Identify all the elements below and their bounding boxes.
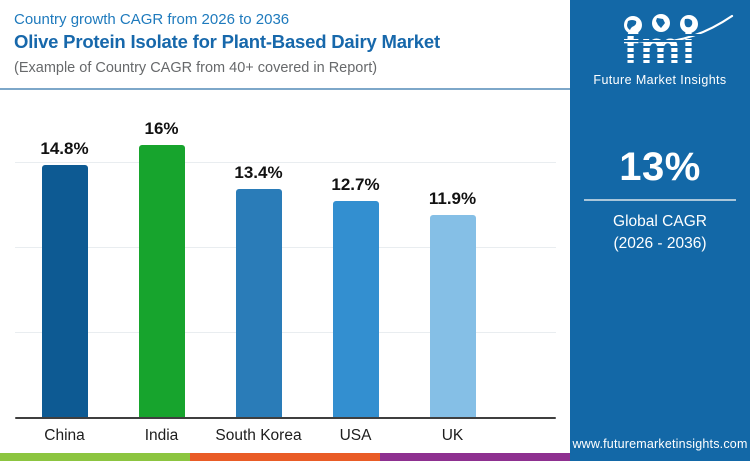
- bar-group-uk: 11.9%: [404, 119, 501, 417]
- bar-chart: 14.8% 16% 13.4% 12.7% 11.9% China India South …: [0, 90, 570, 451]
- bar-india: [138, 145, 185, 417]
- fmi-logo: fmi Future Market Insights: [580, 8, 740, 87]
- x-tick-label-usa: USA: [339, 427, 372, 444]
- bar-uk: [429, 214, 476, 417]
- strip-segment-2: [190, 453, 380, 461]
- website-url[interactable]: www.futuremarketinsights.com: [572, 437, 748, 451]
- bar-value-label: 12.7%: [331, 175, 380, 195]
- bar-value-label: 14.8%: [40, 139, 89, 159]
- x-axis-line: [15, 417, 556, 419]
- brand-sidebar: fmi Future Market Insights 13% Global CA…: [570, 0, 750, 461]
- stat-label-line1: Global CAGR: [613, 213, 707, 230]
- global-cagr-stat: 13% Global CAGR (2026 - 2036): [584, 145, 736, 254]
- page-title: Olive Protein Isolate for Plant-Based Da…: [14, 31, 440, 52]
- globe-asia-icon: [652, 14, 670, 32]
- bar-group-china: 14.8%: [16, 119, 113, 417]
- globe-africa-icon: [680, 15, 698, 33]
- bar-group-south-korea: 13.4%: [210, 119, 307, 417]
- fmi-wordmark: fmi: [617, 25, 703, 70]
- x-axis-labels: China India South Korea USA UK: [16, 427, 501, 445]
- chart-kicker: Country growth CAGR from 2026 to 2036: [14, 11, 290, 28]
- stat-label-line2: (2026 - 2036): [613, 234, 707, 252]
- stat-value: 13%: [619, 145, 701, 189]
- gridline-15: [15, 162, 556, 163]
- chart-subtitle: (Example of Country CAGR from 40+ covere…: [14, 60, 378, 76]
- fmi-caption: Future Market Insights: [593, 73, 727, 87]
- bar-china: [41, 165, 88, 417]
- bar-group-india: 16%: [113, 119, 210, 417]
- bar-series: 14.8% 16% 13.4% 12.7% 11.9%: [16, 119, 501, 417]
- x-tick-label-india: India: [144, 427, 179, 444]
- gridline-10: [15, 247, 556, 248]
- footer-color-strip: [0, 453, 570, 461]
- x-tick-label-uk: UK: [441, 427, 464, 444]
- bar-value-label: 13.4%: [234, 163, 283, 183]
- bar-south-korea: [235, 189, 282, 417]
- chart-panel: Country growth CAGR from 2026 to 2036 Ol…: [0, 0, 570, 461]
- bar-usa: [332, 201, 379, 417]
- x-tick-label-china: China: [44, 427, 85, 444]
- wordmark-stripes: [617, 30, 703, 70]
- chart-header: Country growth CAGR from 2026 to 2036 Ol…: [0, 0, 570, 90]
- bar-value-label: 11.9%: [428, 188, 477, 208]
- bar-value-label: 16%: [144, 119, 179, 138]
- bar-group-usa: 12.7%: [307, 119, 404, 417]
- stat-divider: [584, 199, 736, 201]
- strip-segment-3: [380, 453, 570, 461]
- x-tick-label-south-korea: South Korea: [215, 427, 302, 444]
- gridline-5: [15, 332, 556, 333]
- strip-segment-1: [0, 453, 190, 461]
- globe-americas-icon: [624, 16, 642, 34]
